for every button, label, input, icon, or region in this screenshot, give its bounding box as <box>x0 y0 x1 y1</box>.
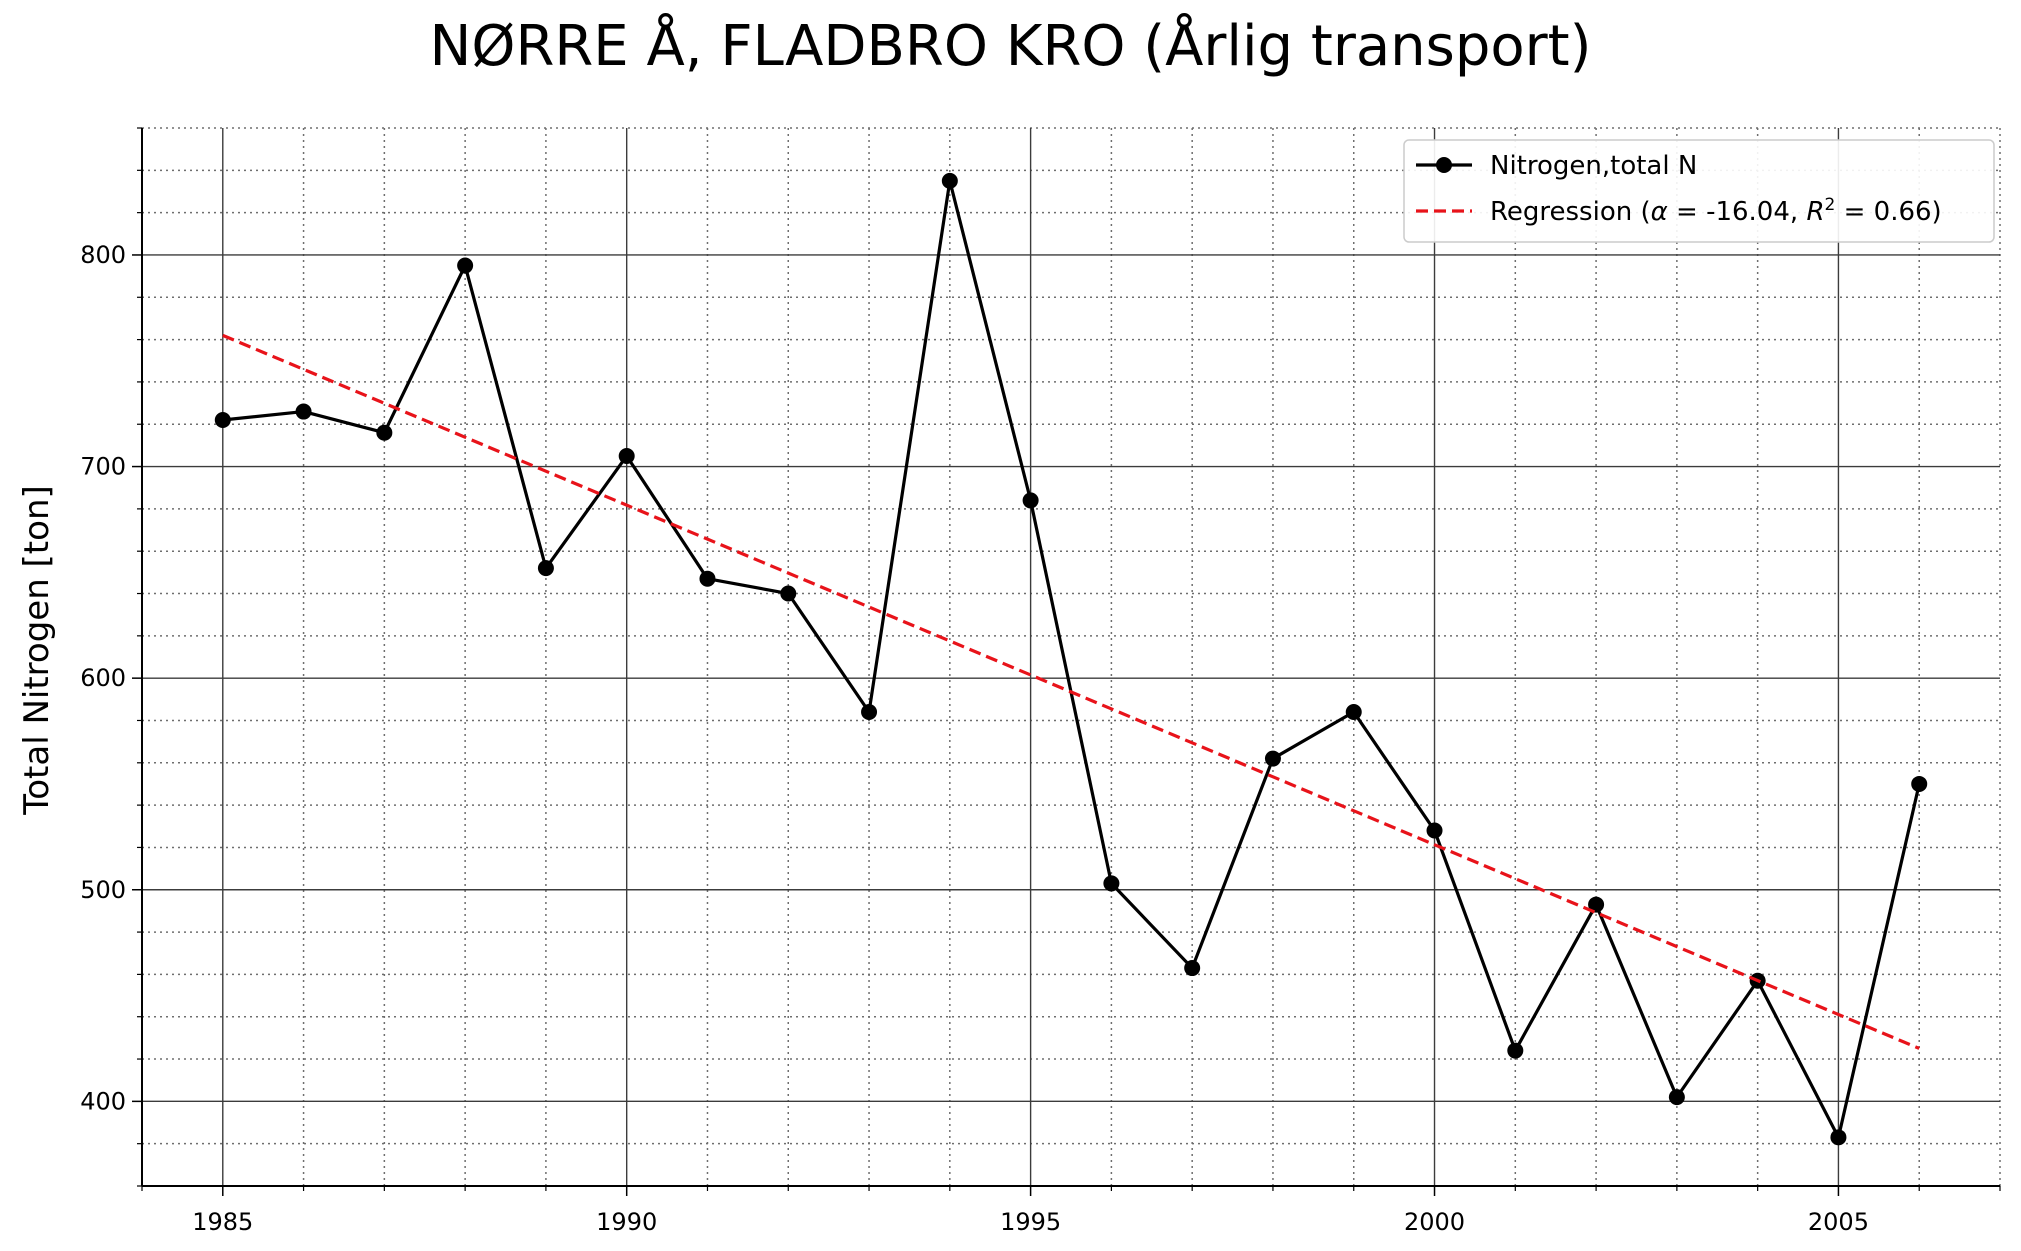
y-tick-label: 400 <box>80 1087 126 1115</box>
nitrogen-data-point <box>861 704 878 721</box>
nitrogen-data-point <box>457 257 474 274</box>
nitrogen-data-point <box>1345 704 1362 721</box>
y-tick-label: 500 <box>80 876 126 904</box>
nitrogen-data-point <box>1588 896 1605 913</box>
legend-label-nitrogen: Nitrogen,total N <box>1490 151 1697 181</box>
nitrogen-data-point <box>941 172 958 189</box>
y-tick-label: 800 <box>80 241 126 269</box>
series-layer <box>214 172 1928 1146</box>
regression-line <box>222 333 1920 1050</box>
nitrogen-data-point <box>1264 750 1281 767</box>
nitrogen-data-point <box>1022 492 1039 509</box>
y-axis-label: Total Nitrogen [ton] <box>17 485 57 816</box>
minor-grid <box>141 127 2001 1187</box>
nitrogen-data-point <box>537 560 554 577</box>
axis-ticks: 1985 1990 1995 2000 2005 400 500 600 700 800 <box>80 127 2001 1236</box>
legend-box <box>1403 139 1995 243</box>
axes <box>141 128 2000 1187</box>
nitrogen-data-point <box>1507 1042 1524 1059</box>
y-tick-label: 700 <box>80 453 126 481</box>
nitrogen-data-point <box>1668 1089 1685 1106</box>
legend: Nitrogen,total N Regression (α = -16.04, … <box>1403 139 1995 243</box>
nitrogen-data-point <box>618 447 635 464</box>
legend-label-regression: Regression (α = -16.04, R2 = 0.66) <box>1490 195 1942 227</box>
chart-title: NØRRE Å, FLADBRO KRO (Årlig transport) <box>429 14 1592 79</box>
nitrogen-data-point <box>780 585 797 602</box>
nitrogen-series-line <box>222 179 1921 1139</box>
y-tick-label: 600 <box>80 664 126 692</box>
x-tick-label: 2000 <box>1404 1208 1465 1236</box>
x-tick-label: 1990 <box>596 1208 657 1236</box>
nitrogen-data-point <box>1911 775 1928 792</box>
nitrogen-data-point <box>1184 960 1201 977</box>
nitrogen-data-point <box>214 412 231 429</box>
nitrogen-data-point <box>1830 1129 1847 1146</box>
nitrogen-data-point <box>1103 875 1120 892</box>
x-tick-label: 1995 <box>1000 1208 1061 1236</box>
nitrogen-data-point <box>699 570 716 587</box>
x-tick-label: 1985 <box>192 1208 253 1236</box>
nitrogen-data-point <box>1426 822 1443 839</box>
major-grid <box>142 128 2000 1186</box>
nitrogen-data-point <box>295 403 312 420</box>
legend-marker-nitrogen <box>1436 157 1452 173</box>
x-tick-label: 2005 <box>1808 1208 1869 1236</box>
nitrogen-data-point <box>376 424 393 441</box>
